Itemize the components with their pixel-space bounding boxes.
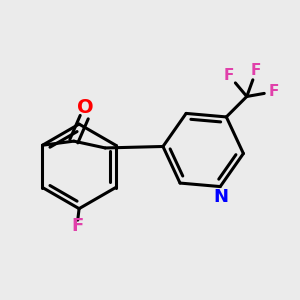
Text: F: F — [224, 68, 234, 83]
Text: F: F — [251, 63, 261, 78]
Text: O: O — [77, 98, 94, 117]
Text: F: F — [268, 84, 279, 99]
Text: N: N — [213, 188, 228, 206]
Text: F: F — [72, 218, 84, 236]
